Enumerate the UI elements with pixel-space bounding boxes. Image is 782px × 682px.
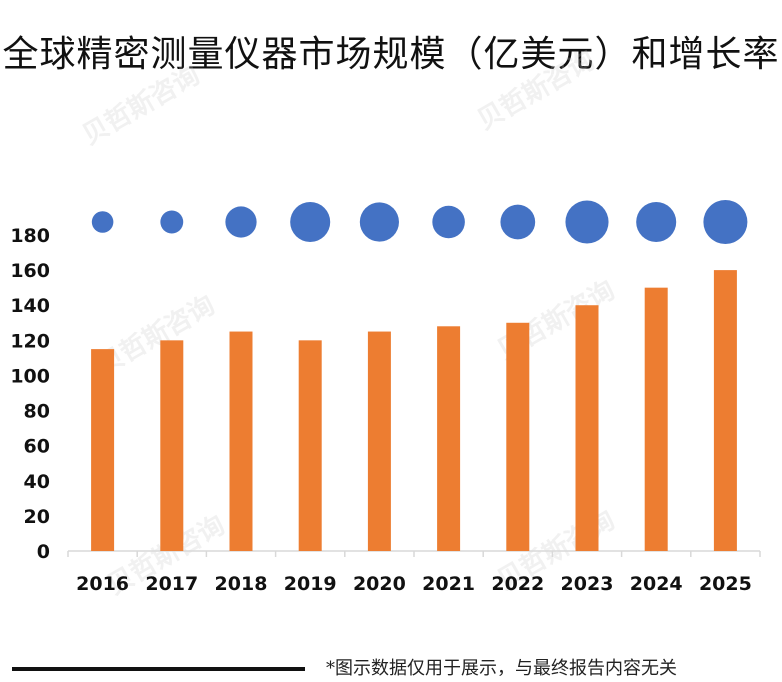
- y-tick-label: 160: [10, 260, 50, 282]
- x-tick-label: 2023: [561, 573, 614, 595]
- bubble-2022: [500, 204, 536, 240]
- y-tick-label: 0: [37, 541, 50, 563]
- y-tick-label: 100: [10, 365, 50, 387]
- bar-2018: [229, 331, 253, 551]
- y-tick-label: 140: [10, 295, 50, 317]
- y-tick-label: 120: [10, 330, 50, 352]
- bar-2025: [713, 270, 737, 551]
- bubble-2017: [160, 210, 184, 234]
- x-tick-label: 2021: [422, 573, 475, 595]
- y-tick-label: 80: [24, 401, 50, 423]
- bubble-2025: [703, 200, 748, 244]
- x-tick-label: 2019: [284, 573, 337, 595]
- bar-2016: [91, 349, 115, 551]
- bar-2020: [367, 331, 391, 551]
- footnote: *图示数据仅用于展示，与最终报告内容无关: [326, 658, 677, 679]
- y-tick-label: 180: [10, 225, 50, 247]
- x-tick-label: 2024: [630, 573, 683, 595]
- bar-2022: [506, 322, 530, 551]
- bar-2024: [644, 287, 668, 551]
- bar-2021: [437, 326, 461, 551]
- y-tick-label: 60: [24, 436, 50, 458]
- x-tick-label: 2018: [215, 573, 268, 595]
- bubble-2023: [565, 200, 609, 244]
- chart-title: 全球精密测量仪器市场规模（亿美元）和增长率: [2, 34, 780, 75]
- x-tick-label: 2025: [699, 573, 752, 595]
- x-tick-label: 2020: [353, 573, 406, 595]
- bubble-2020: [359, 202, 399, 242]
- bar-2023: [575, 305, 599, 551]
- bubble-2021: [432, 205, 465, 239]
- bubble-2024: [636, 201, 677, 243]
- bubble-2018: [225, 206, 257, 238]
- bubble-2019: [290, 201, 331, 243]
- bubble-2016: [91, 211, 114, 233]
- x-tick-label: 2022: [491, 573, 544, 595]
- bar-2017: [160, 340, 184, 551]
- x-tick-label: 2016: [76, 573, 129, 595]
- footer-rule: [12, 667, 305, 671]
- x-tick-label: 2017: [145, 573, 198, 595]
- y-tick-label: 20: [24, 506, 50, 528]
- y-tick-label: 40: [24, 471, 50, 493]
- bar-2019: [298, 340, 322, 551]
